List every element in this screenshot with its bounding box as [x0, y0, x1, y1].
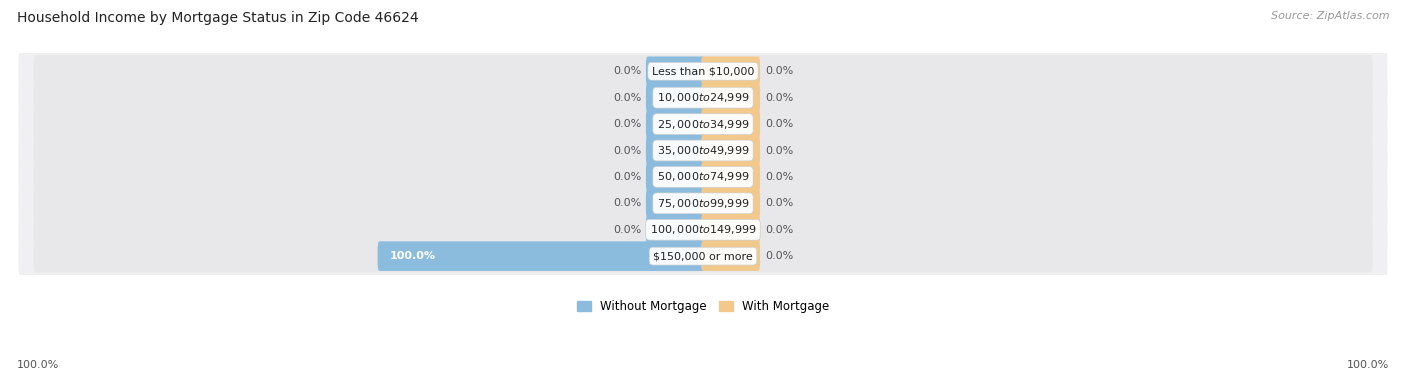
- FancyBboxPatch shape: [645, 83, 704, 113]
- FancyBboxPatch shape: [34, 161, 1372, 193]
- FancyBboxPatch shape: [34, 214, 1372, 246]
- FancyBboxPatch shape: [18, 154, 1388, 200]
- FancyBboxPatch shape: [34, 108, 1372, 140]
- Text: 100.0%: 100.0%: [1347, 361, 1389, 370]
- Text: 0.0%: 0.0%: [765, 146, 793, 155]
- FancyBboxPatch shape: [18, 75, 1388, 121]
- Text: $10,000 to $24,999: $10,000 to $24,999: [657, 91, 749, 104]
- FancyBboxPatch shape: [18, 234, 1388, 279]
- Text: 0.0%: 0.0%: [765, 172, 793, 182]
- FancyBboxPatch shape: [702, 83, 761, 113]
- FancyBboxPatch shape: [645, 136, 704, 165]
- FancyBboxPatch shape: [702, 136, 761, 165]
- Text: 0.0%: 0.0%: [613, 93, 641, 103]
- FancyBboxPatch shape: [34, 82, 1372, 114]
- Text: 0.0%: 0.0%: [765, 93, 793, 103]
- Text: 100.0%: 100.0%: [389, 251, 436, 261]
- FancyBboxPatch shape: [34, 55, 1372, 87]
- FancyBboxPatch shape: [702, 162, 761, 192]
- Text: Household Income by Mortgage Status in Zip Code 46624: Household Income by Mortgage Status in Z…: [17, 11, 419, 25]
- FancyBboxPatch shape: [18, 207, 1388, 253]
- Text: 0.0%: 0.0%: [613, 66, 641, 76]
- FancyBboxPatch shape: [34, 187, 1372, 220]
- FancyBboxPatch shape: [645, 109, 704, 139]
- Legend: Without Mortgage, With Mortgage: Without Mortgage, With Mortgage: [572, 295, 834, 318]
- FancyBboxPatch shape: [645, 215, 704, 245]
- Text: 0.0%: 0.0%: [613, 146, 641, 155]
- FancyBboxPatch shape: [702, 242, 761, 271]
- FancyBboxPatch shape: [702, 189, 761, 218]
- Text: 100.0%: 100.0%: [17, 361, 59, 370]
- FancyBboxPatch shape: [645, 189, 704, 218]
- Text: 0.0%: 0.0%: [765, 198, 793, 208]
- FancyBboxPatch shape: [702, 215, 761, 245]
- Text: $75,000 to $99,999: $75,000 to $99,999: [657, 197, 749, 210]
- Text: Less than $10,000: Less than $10,000: [652, 66, 754, 76]
- FancyBboxPatch shape: [702, 109, 761, 139]
- Text: 0.0%: 0.0%: [765, 251, 793, 261]
- Text: 0.0%: 0.0%: [613, 198, 641, 208]
- Text: $25,000 to $34,999: $25,000 to $34,999: [657, 118, 749, 131]
- FancyBboxPatch shape: [702, 56, 761, 86]
- FancyBboxPatch shape: [18, 49, 1388, 94]
- Text: $150,000 or more: $150,000 or more: [654, 251, 752, 261]
- Text: 0.0%: 0.0%: [613, 172, 641, 182]
- FancyBboxPatch shape: [34, 240, 1372, 272]
- Text: $35,000 to $49,999: $35,000 to $49,999: [657, 144, 749, 157]
- FancyBboxPatch shape: [645, 162, 704, 192]
- Text: $50,000 to $74,999: $50,000 to $74,999: [657, 170, 749, 183]
- FancyBboxPatch shape: [34, 135, 1372, 167]
- FancyBboxPatch shape: [18, 101, 1388, 147]
- Text: 0.0%: 0.0%: [613, 225, 641, 235]
- FancyBboxPatch shape: [18, 128, 1388, 173]
- Text: $100,000 to $149,999: $100,000 to $149,999: [650, 223, 756, 236]
- Text: 0.0%: 0.0%: [765, 119, 793, 129]
- Text: 0.0%: 0.0%: [765, 66, 793, 76]
- FancyBboxPatch shape: [645, 56, 704, 86]
- Text: 0.0%: 0.0%: [613, 119, 641, 129]
- FancyBboxPatch shape: [18, 181, 1388, 226]
- Text: 0.0%: 0.0%: [765, 225, 793, 235]
- Text: Source: ZipAtlas.com: Source: ZipAtlas.com: [1271, 11, 1389, 21]
- FancyBboxPatch shape: [378, 242, 704, 271]
